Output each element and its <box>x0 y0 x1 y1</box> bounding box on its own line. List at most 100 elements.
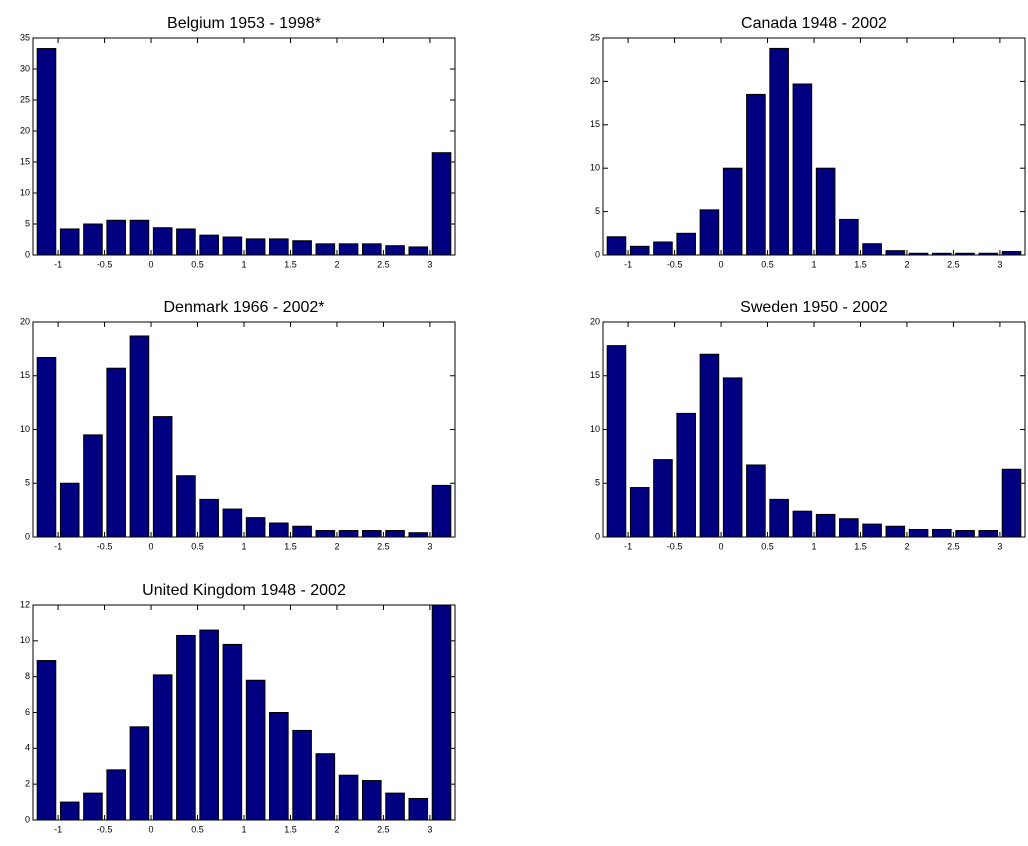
y-tick-label: 15 <box>590 370 600 380</box>
y-tick-label: 5 <box>595 206 600 216</box>
x-tick-label: 0.5 <box>761 259 774 269</box>
y-tick-label: 15 <box>590 119 600 129</box>
x-tick-label: 2 <box>904 541 909 551</box>
y-tick-label: 12 <box>20 599 30 609</box>
x-tick-label: 2 <box>334 541 339 551</box>
x-tick-label: 2.5 <box>947 259 960 269</box>
y-tick-label: 6 <box>25 707 30 717</box>
y-tick-label: 5 <box>25 478 30 488</box>
chart-title: United Kingdom 1948 - 2002 <box>142 582 346 599</box>
bar <box>839 518 859 538</box>
y-tick-label: 5 <box>595 478 600 488</box>
panel: Sweden 1950 - 2002 0 5 10 15 20 -1 -0.5 0 0.5 1 1.5… <box>590 299 1026 551</box>
chart-title: Belgium 1953 - 1998* <box>167 15 321 32</box>
bar <box>36 48 57 256</box>
x-tick-label: -1 <box>54 259 62 269</box>
y-tick-label: 5 <box>25 218 30 228</box>
y-tick-label: 8 <box>25 671 30 681</box>
bar <box>408 532 429 538</box>
y-tick-label: 20 <box>590 76 600 86</box>
x-tick-label: 1.5 <box>854 541 867 551</box>
x-tick-label: 2 <box>334 824 339 834</box>
x-tick-label: 0 <box>149 824 154 834</box>
bar <box>385 245 405 256</box>
y-tick-label: 15 <box>20 156 30 166</box>
y-tick-label: 10 <box>20 635 30 645</box>
bar <box>152 416 173 538</box>
bar <box>653 459 673 538</box>
bar <box>1001 468 1022 538</box>
x-tick-label: 0 <box>719 259 724 269</box>
bar <box>199 629 219 821</box>
bar <box>676 232 696 256</box>
y-tick-label: 25 <box>590 32 600 42</box>
bar <box>362 780 382 821</box>
y-tick-label: 10 <box>590 424 600 434</box>
y-tick-label: 0 <box>25 531 30 541</box>
bar <box>1001 251 1022 256</box>
bar <box>885 250 906 256</box>
bar <box>36 660 57 821</box>
x-tick-label: 2.5 <box>377 259 390 269</box>
y-tick-label: 20 <box>590 316 600 326</box>
x-tick-label: 0 <box>149 541 154 551</box>
x-tick-label: 0.5 <box>191 259 204 269</box>
x-tick-label: 2.5 <box>947 541 960 551</box>
y-tick-label: 4 <box>25 743 30 753</box>
y-tick-label: 10 <box>20 424 30 434</box>
bar <box>315 243 336 256</box>
x-tick-label: -0.5 <box>97 824 113 834</box>
bar <box>699 209 720 256</box>
bar <box>338 774 359 821</box>
bar <box>815 513 836 538</box>
bar <box>106 367 126 538</box>
bar <box>292 240 312 256</box>
x-tick-label: 1 <box>811 541 816 551</box>
bar <box>769 47 789 256</box>
bar <box>152 674 173 821</box>
bar <box>746 93 766 256</box>
bar <box>106 769 126 821</box>
x-tick-label: 1 <box>811 259 816 269</box>
chart-title: Denmark 1966 - 2002* <box>164 299 325 316</box>
x-tick-label: 1 <box>241 259 246 269</box>
x-tick-label: -0.5 <box>667 541 683 551</box>
bar <box>245 679 266 821</box>
bar <box>245 238 266 256</box>
bar <box>431 152 452 256</box>
bar <box>199 234 219 256</box>
bar <box>629 487 650 538</box>
x-tick-label: 3 <box>427 259 432 269</box>
x-tick-label: 0.5 <box>761 541 774 551</box>
bar <box>59 482 80 538</box>
bar <box>152 227 173 256</box>
x-tick-label: -1 <box>54 541 62 551</box>
x-tick-label: 1.5 <box>854 259 867 269</box>
bar <box>199 498 219 538</box>
bar <box>222 508 243 538</box>
axes-box <box>602 37 1026 256</box>
bar <box>269 712 289 821</box>
bar <box>792 510 813 538</box>
bar <box>222 236 243 256</box>
bar <box>769 498 789 538</box>
y-tick-label: 2 <box>25 779 30 789</box>
x-tick-label: -1 <box>624 541 632 551</box>
y-tick-label: 35 <box>20 32 30 42</box>
y-tick-label: 0 <box>595 249 600 259</box>
bar <box>338 530 359 538</box>
x-tick-label: 2.5 <box>377 541 390 551</box>
bar <box>722 167 743 256</box>
x-tick-label: 2.5 <box>377 824 390 834</box>
bar <box>292 729 312 821</box>
bar <box>408 798 429 821</box>
x-tick-label: 0 <box>149 259 154 269</box>
chart-title: Sweden 1950 - 2002 <box>740 299 888 316</box>
panel: Denmark 1966 - 2002* 0 5 10 15 20 -1 -0.5 0 0.5 1 1… <box>20 299 456 551</box>
bar <box>606 236 627 256</box>
bar <box>862 243 882 256</box>
bar <box>176 475 196 538</box>
bar <box>106 219 126 256</box>
